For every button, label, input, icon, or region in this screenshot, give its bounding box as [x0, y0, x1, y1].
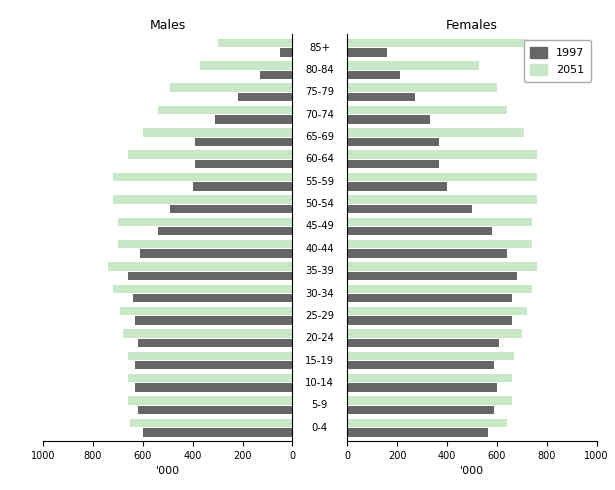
Bar [135, 317, 292, 325]
Bar [128, 352, 292, 360]
Bar [138, 406, 292, 414]
Bar [157, 227, 292, 235]
Text: 35-39: 35-39 [306, 266, 334, 276]
Text: 10-14: 10-14 [306, 378, 334, 388]
Text: 85+: 85+ [309, 43, 330, 53]
Bar [123, 329, 292, 338]
Bar [347, 374, 512, 383]
Bar [128, 150, 292, 159]
Bar [121, 307, 292, 316]
Bar [347, 271, 517, 280]
Bar [200, 61, 292, 70]
Text: 65-69: 65-69 [305, 132, 335, 142]
Bar [347, 205, 472, 213]
Bar [347, 361, 494, 369]
Bar [347, 227, 492, 235]
Title: Females: Females [446, 19, 498, 32]
Bar [347, 182, 447, 191]
Bar [118, 240, 292, 248]
Bar [143, 428, 292, 437]
Bar [347, 93, 415, 101]
Bar [347, 138, 440, 146]
Bar [218, 39, 292, 47]
Bar [118, 218, 292, 226]
Bar [113, 195, 292, 204]
Bar [347, 48, 387, 57]
Bar [347, 307, 526, 316]
Text: 25-29: 25-29 [305, 311, 335, 321]
Text: 75-79: 75-79 [305, 87, 335, 98]
Bar [347, 160, 440, 169]
Text: 80-84: 80-84 [306, 65, 334, 75]
Bar [347, 294, 512, 302]
Bar [133, 294, 292, 302]
Bar [113, 285, 292, 293]
Bar [347, 195, 537, 204]
Text: 60-64: 60-64 [306, 154, 334, 165]
Text: 15-19: 15-19 [305, 356, 335, 366]
Bar [215, 115, 292, 123]
Bar [195, 138, 292, 146]
Text: 0-4: 0-4 [312, 422, 328, 433]
X-axis label: '000: '000 [156, 466, 180, 476]
Bar [280, 48, 292, 57]
Bar [140, 249, 292, 258]
Bar [157, 106, 292, 114]
Text: 5-9: 5-9 [312, 400, 328, 410]
Text: 50-54: 50-54 [306, 199, 334, 209]
Bar [195, 160, 292, 169]
Bar [347, 240, 532, 248]
Bar [347, 249, 507, 258]
Bar [113, 173, 292, 181]
Bar [347, 329, 522, 338]
X-axis label: '000: '000 [460, 466, 484, 476]
Bar [347, 396, 512, 405]
Bar [192, 182, 292, 191]
Text: 20-24: 20-24 [306, 333, 334, 343]
Bar [128, 396, 292, 405]
Bar [347, 406, 494, 414]
Legend: 1997, 2051: 1997, 2051 [524, 40, 591, 82]
Bar [347, 352, 514, 360]
Bar [347, 383, 497, 392]
Text: 40-44: 40-44 [306, 244, 334, 254]
Text: 45-49: 45-49 [306, 221, 334, 231]
Bar [347, 339, 499, 347]
Title: Males: Males [149, 19, 186, 32]
Bar [347, 71, 400, 79]
Text: 55-59: 55-59 [305, 177, 335, 187]
Bar [347, 61, 479, 70]
Bar [347, 106, 507, 114]
Bar [347, 428, 488, 437]
Bar [347, 150, 537, 159]
Bar [347, 128, 524, 137]
Bar [135, 361, 292, 369]
Bar [347, 262, 537, 270]
Bar [347, 39, 526, 47]
Bar [347, 418, 507, 427]
Bar [347, 115, 429, 123]
Bar [138, 339, 292, 347]
Bar [143, 128, 292, 137]
Text: 30-34: 30-34 [306, 289, 334, 298]
Text: 70-74: 70-74 [306, 110, 334, 120]
Bar [170, 83, 292, 92]
Bar [128, 374, 292, 383]
Bar [237, 93, 292, 101]
Bar [347, 83, 497, 92]
Bar [347, 218, 532, 226]
Bar [170, 205, 292, 213]
Bar [128, 271, 292, 280]
Bar [347, 173, 537, 181]
Bar [260, 71, 292, 79]
Bar [135, 383, 292, 392]
Bar [130, 418, 292, 427]
Bar [347, 285, 532, 293]
Bar [108, 262, 292, 270]
Bar [347, 317, 512, 325]
